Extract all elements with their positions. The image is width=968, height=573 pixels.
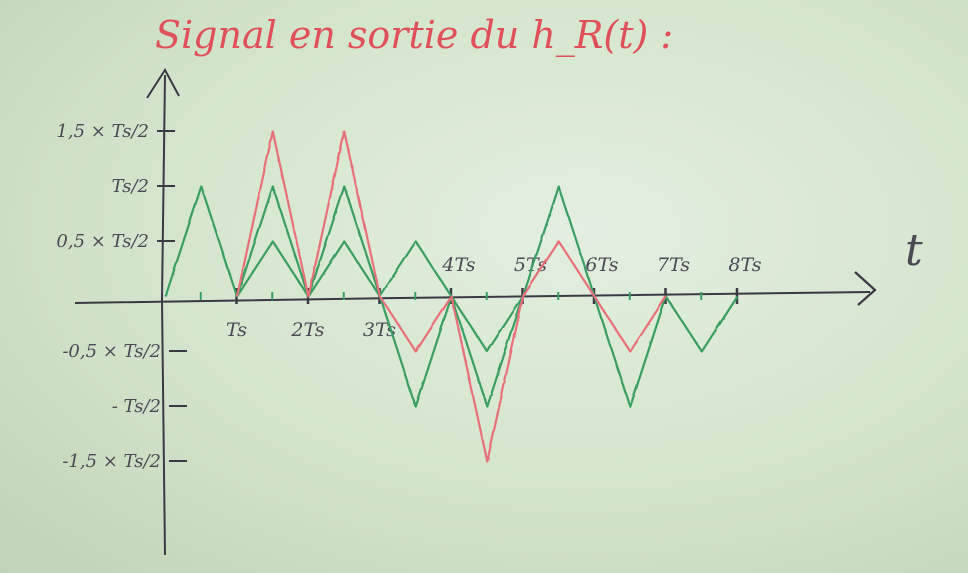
x-tick-label: 4Ts	[441, 254, 475, 276]
y-axis-arrow	[146, 68, 180, 99]
axes	[74, 68, 877, 556]
t-axis-label: t	[905, 225, 923, 276]
y-ticks: 1,5 × Ts/2 Ts/2 0,5 × Ts/2 -0,5 × Ts/2 - Ts/…	[56, 121, 187, 472]
series-line-green	[378, 294, 524, 408]
y-tick-label: 1,5 × Ts/2	[56, 121, 149, 142]
title: Signal en sortie du h_R(t) :	[155, 13, 673, 58]
x-tick-label: 6Ts	[585, 254, 618, 276]
y-tick-label: Ts/2	[112, 176, 149, 197]
x-tick-label: 8Ts	[728, 254, 761, 276]
x-tick-label: 7Ts	[657, 254, 690, 276]
x-axis-line	[74, 291, 871, 304]
series-line-red	[235, 129, 667, 463]
y-tick-label: - Ts/2	[112, 396, 161, 417]
series-line-green	[378, 184, 738, 408]
y-tick-label: -1,5 × Ts/2	[62, 451, 161, 472]
y-tick-label: -0,5 × Ts/2	[62, 341, 161, 362]
x-tick-label: 2Ts	[290, 319, 324, 341]
x-axis-arrow	[854, 271, 877, 306]
y-tick-label: 0,5 × Ts/2	[56, 231, 149, 252]
series-line-green	[235, 239, 381, 298]
series-group	[163, 129, 738, 463]
series-line-green	[163, 184, 381, 298]
y-axis-line	[160, 74, 166, 556]
x-tick-label: Ts	[226, 319, 247, 341]
